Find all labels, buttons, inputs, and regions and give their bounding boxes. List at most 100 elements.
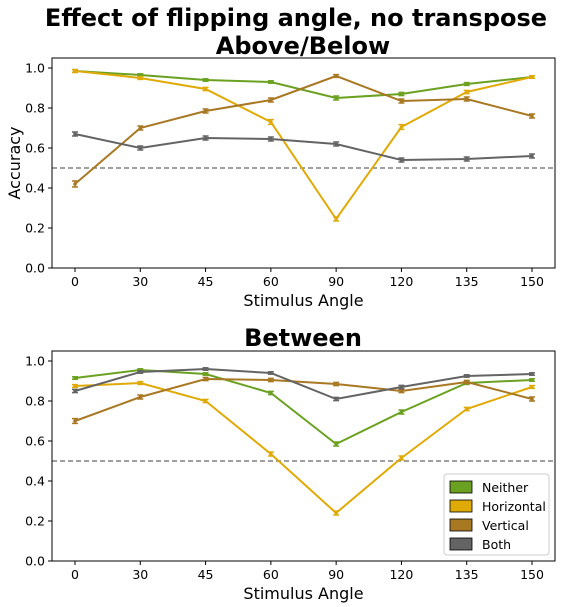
legend-label-neither: Neither — [482, 480, 529, 495]
data-point-both — [269, 137, 273, 141]
plot-above-below: 0.0 0.2 0.4 0.6 0.8 1.0 0 30 45 60 90 120 135 150 Stim… — [5, 57, 556, 310]
data-point-vertical — [203, 109, 208, 113]
data-point-horizontal — [399, 125, 404, 129]
data-point-both — [138, 370, 143, 374]
data-point-neither — [203, 372, 208, 376]
y-axis-label: Accuracy — [5, 126, 24, 199]
data-point-both — [530, 372, 534, 376]
data-point-vertical — [138, 126, 143, 130]
figure-title-line2: Above/Below — [216, 32, 390, 60]
series-line-both — [74, 367, 533, 401]
y-tick-label: 0.0 — [25, 554, 45, 569]
y-tick-label: 0.4 — [25, 181, 45, 196]
data-point-both — [203, 136, 208, 140]
data-point-both — [334, 397, 338, 401]
x-tick-label: 135 — [455, 567, 479, 582]
y-tick-label: 0.6 — [25, 141, 45, 156]
data-point-neither — [73, 376, 77, 380]
data-point-horizontal — [138, 76, 143, 80]
data-point-vertical — [73, 419, 77, 423]
data-point-vertical — [399, 389, 404, 393]
legend-swatch-horizontal — [449, 499, 473, 513]
data-point-neither — [334, 442, 338, 446]
data-point-neither — [399, 410, 404, 414]
data-point-horizontal — [138, 381, 143, 385]
data-point-neither — [334, 96, 338, 100]
x-tick-label: 120 — [389, 274, 413, 289]
axes-frame — [51, 57, 556, 269]
data-point-horizontal — [73, 384, 77, 388]
data-point-both — [464, 374, 469, 378]
data-point-vertical — [399, 99, 404, 103]
x-tick-label: 60 — [263, 274, 279, 289]
y-tick-label: 0.0 — [25, 261, 45, 276]
data-point-neither — [269, 80, 273, 84]
data-point-neither — [399, 92, 404, 96]
x-tick-label: 45 — [198, 274, 214, 289]
data-point-horizontal — [203, 399, 208, 403]
legend-swatch-neither — [449, 480, 473, 494]
data-point-horizontal — [334, 511, 338, 515]
data-point-both — [464, 157, 469, 161]
data-point-vertical — [334, 74, 338, 78]
x-axis-label: Stimulus Angle — [243, 584, 363, 603]
data-point-vertical — [530, 114, 534, 118]
y-tick-label: 0.2 — [25, 514, 45, 529]
x-tick-label: 30 — [132, 274, 148, 289]
legend-swatch-vertical — [449, 518, 473, 532]
data-point-both — [530, 154, 534, 158]
data-point-horizontal — [464, 90, 469, 94]
data-point-vertical — [203, 377, 208, 381]
plot-between: 0.0 0.2 0.4 0.6 0.8 1.0 0 30 45 60 90 120 135 150 Stim… — [25, 350, 556, 603]
x-tick-label: 120 — [389, 567, 413, 582]
x-tick-label: 150 — [520, 567, 544, 582]
data-point-horizontal — [464, 407, 469, 411]
axes-frame — [51, 350, 556, 562]
data-point-both — [138, 146, 143, 150]
data-point-both — [399, 385, 404, 389]
series-line-both — [74, 133, 533, 162]
data-point-vertical — [334, 382, 338, 386]
data-point-horizontal — [269, 452, 273, 456]
y-tick-label: 1.0 — [25, 61, 45, 76]
data-point-vertical — [464, 97, 469, 101]
data-point-both — [399, 158, 404, 162]
series-line-horizontal — [74, 381, 533, 515]
data-point-vertical — [138, 395, 143, 399]
data-point-both — [73, 132, 77, 136]
data-point-vertical — [269, 378, 273, 382]
data-point-horizontal — [530, 75, 534, 79]
y-tick-label: 0.4 — [25, 474, 45, 489]
data-point-both — [73, 389, 77, 393]
data-point-horizontal — [530, 385, 534, 389]
data-point-horizontal — [334, 217, 338, 221]
y-tick-label: 0.8 — [25, 101, 45, 116]
data-point-both — [334, 142, 338, 146]
legend-label-vertical: Vertical — [482, 518, 529, 533]
series-line-horizontal — [74, 70, 533, 221]
subplot-title-between: Between — [244, 324, 362, 352]
data-point-neither — [530, 378, 534, 382]
series-line-neither — [74, 70, 533, 100]
data-point-horizontal — [269, 120, 273, 124]
figure-title-line1: Effect of flipping angle, no transpose — [45, 4, 547, 32]
x-tick-label: 90 — [328, 567, 344, 582]
y-tick-label: 0.2 — [25, 221, 45, 236]
data-point-vertical — [464, 380, 469, 384]
data-point-vertical — [269, 98, 273, 102]
legend-label-both: Both — [482, 537, 511, 552]
data-point-both — [269, 371, 273, 375]
y-tick-label: 1.0 — [25, 354, 45, 369]
data-point-horizontal — [73, 69, 77, 73]
y-tick-label: 0.8 — [25, 394, 45, 409]
x-tick-label: 45 — [198, 567, 214, 582]
legend-swatch-both — [449, 537, 473, 551]
series-line-vertical — [74, 377, 533, 422]
x-tick-label: 0 — [71, 567, 79, 582]
x-tick-label: 90 — [328, 274, 344, 289]
x-tick-label: 30 — [132, 567, 148, 582]
y-tick-label: 0.6 — [25, 434, 45, 449]
data-point-neither — [464, 82, 469, 86]
x-tick-label: 135 — [455, 274, 479, 289]
